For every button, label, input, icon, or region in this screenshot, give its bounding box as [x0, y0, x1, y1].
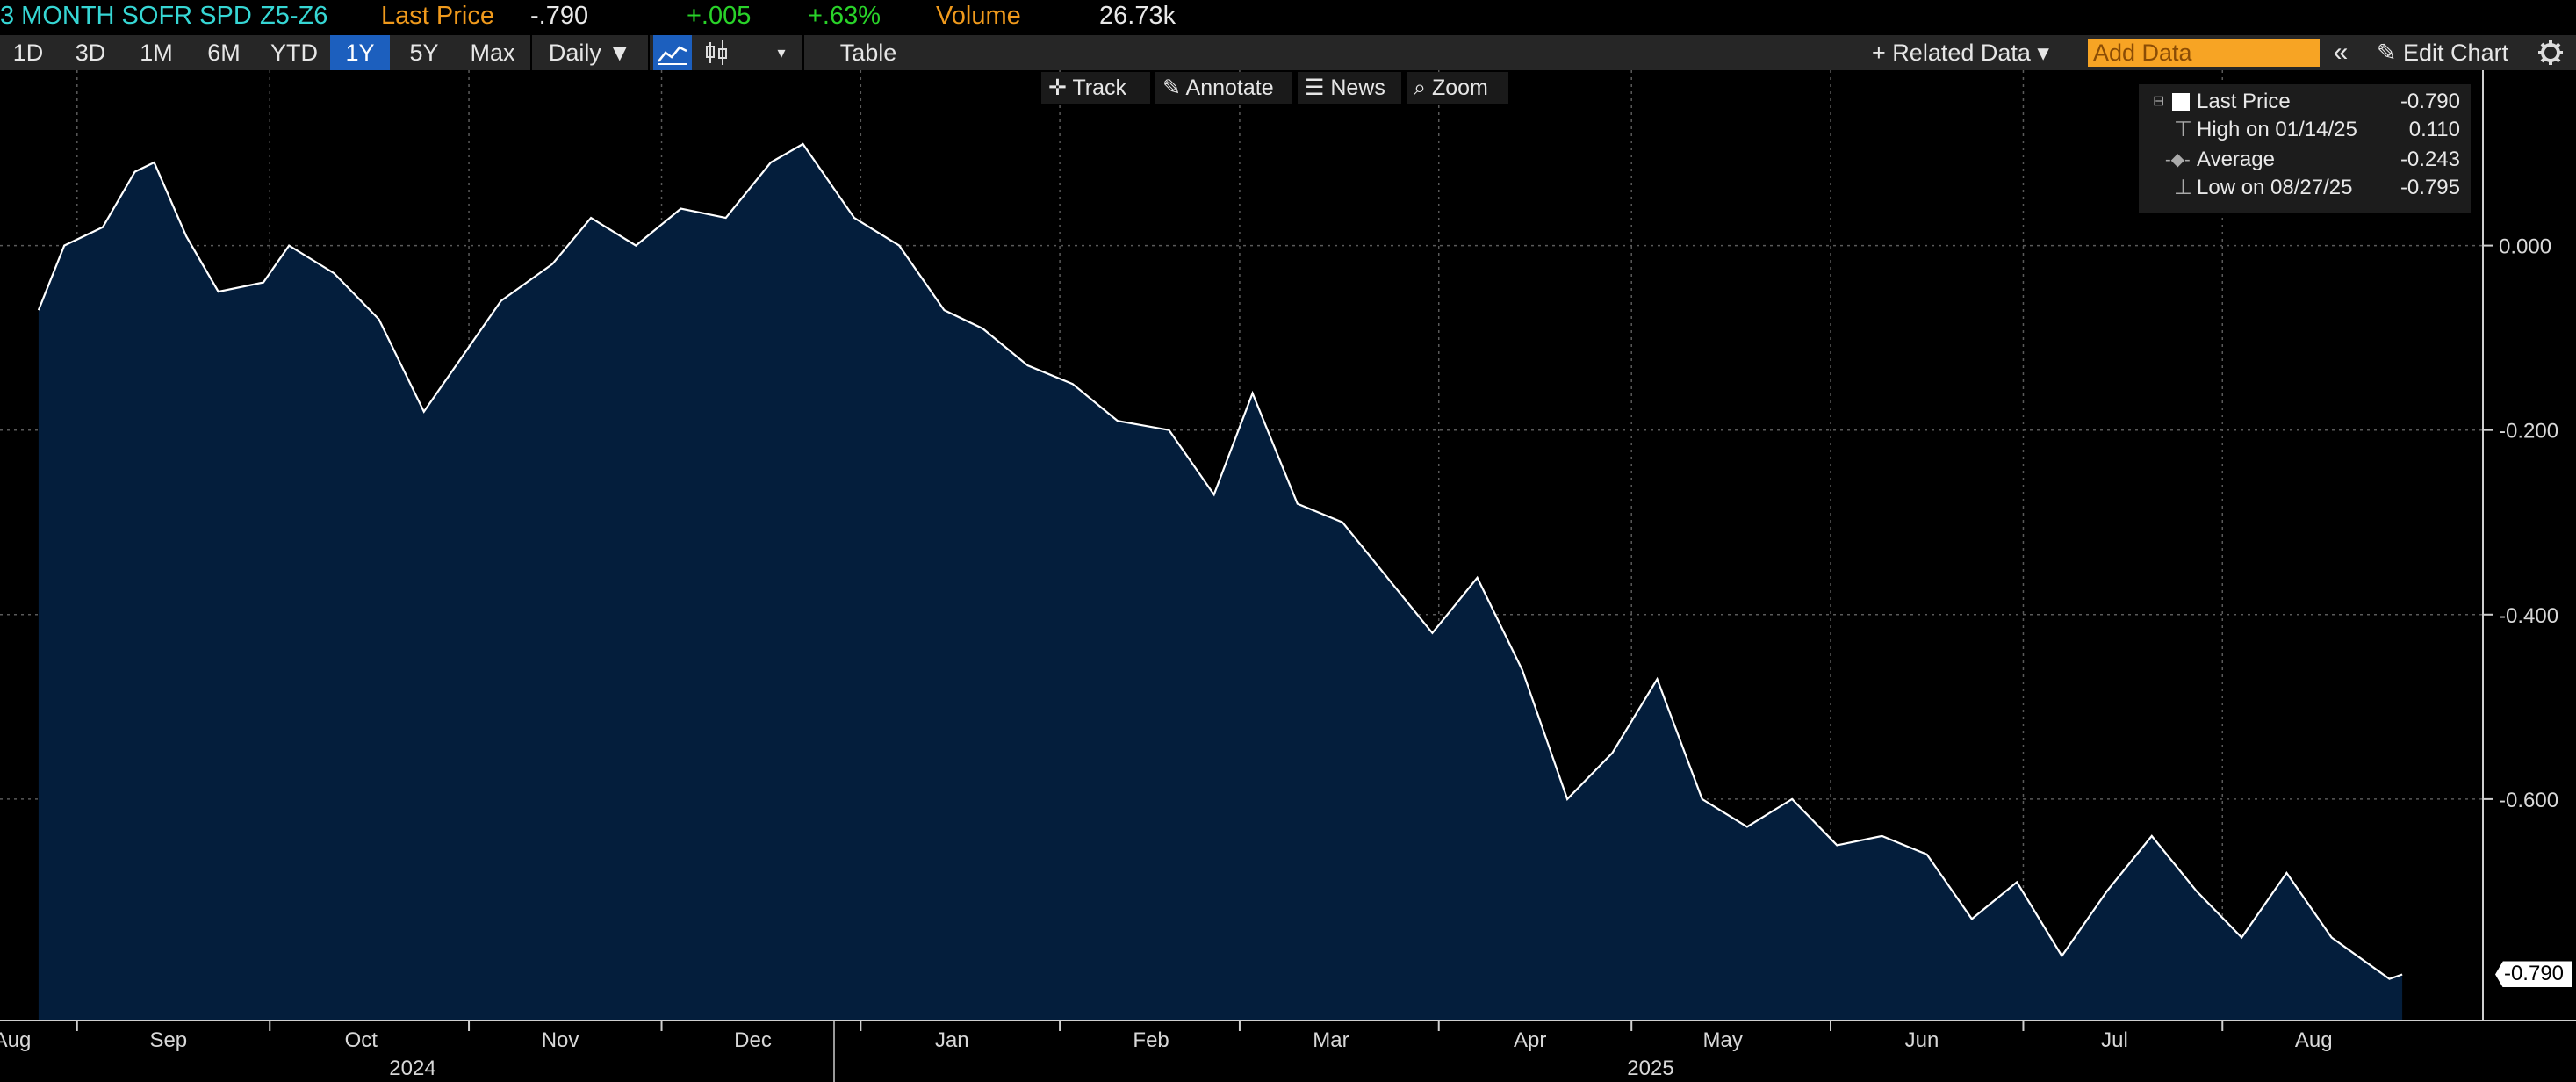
- legend-label: High on 01/14/25: [2197, 118, 2357, 141]
- gear-icon[interactable]: [2529, 35, 2572, 70]
- legend-collapse-icon[interactable]: ⊟: [2153, 94, 2165, 109]
- x-month-label: Aug: [2295, 1028, 2333, 1052]
- toolbar-divider: [802, 35, 804, 70]
- price-change-pct: +.63%: [808, 2, 881, 30]
- range-ytd-button[interactable]: YTD: [260, 35, 328, 70]
- line-chart-icon[interactable]: [653, 35, 692, 70]
- x-month-label: Jan: [935, 1028, 969, 1052]
- x-month-label: May: [1703, 1028, 1743, 1052]
- low-marker-icon: ⊥: [2174, 176, 2192, 199]
- legend-row-low: ⊥ Low on 08/27/25 -0.795: [2139, 174, 2471, 202]
- legend-row-last-price: ⊟ Last Price -0.790: [2139, 88, 2471, 116]
- range-max-button[interactable]: Max: [458, 35, 527, 70]
- legend-value: -0.790: [2400, 90, 2460, 113]
- x-month-label: Oct: [345, 1028, 378, 1052]
- range-1y-button[interactable]: 1Y: [330, 35, 390, 70]
- x-year-label: 2024: [389, 1057, 435, 1080]
- x-month-label: Jun: [1905, 1028, 1939, 1052]
- chart-type-dropdown-icon[interactable]: ▾: [764, 35, 799, 70]
- chart-legend[interactable]: ⊟ Last Price -0.790 ⊤ High on 01/14/25 0…: [2139, 84, 2471, 213]
- x-month-label: Feb: [1133, 1028, 1169, 1052]
- toolbar-divider: [530, 35, 532, 70]
- volume-label: Volume: [936, 2, 1021, 30]
- x-year-label: 2025: [1627, 1057, 1673, 1080]
- y-tick-label: -0.600: [2499, 789, 2558, 812]
- volume-value: 26.73k: [1099, 2, 1176, 30]
- legend-value: 0.110: [2408, 118, 2460, 141]
- security-header: 3 MONTH SOFR SPD Z5-Z6 Last Price -.790 …: [0, 0, 2576, 35]
- track-tool[interactable]: ✛ Track: [1041, 72, 1150, 104]
- legend-row-high: ⊤ High on 01/14/25 0.110: [2139, 116, 2471, 144]
- legend-label: Low on 08/27/25: [2197, 176, 2353, 199]
- news-label: News: [1330, 76, 1385, 100]
- legend-label: Last Price: [2197, 90, 2291, 113]
- last-price-swatch-icon: [2172, 93, 2190, 111]
- add-data-input[interactable]: [2088, 39, 2320, 67]
- price-line: [37, 142, 2403, 980]
- legend-row-average: -◆- Average -0.243: [2139, 146, 2471, 174]
- x-month-label: Sep: [149, 1028, 187, 1052]
- y-tick-label: -0.400: [2499, 604, 2558, 628]
- zoom-tool[interactable]: ⌕ Zoom: [1407, 72, 1508, 104]
- range-1d-button[interactable]: 1D: [0, 35, 56, 70]
- annotate-label: Annotate: [1185, 76, 1274, 100]
- legend-value: -0.243: [2400, 148, 2460, 171]
- contract-code: Z5-Z6: [260, 2, 328, 30]
- y-tick-label: -0.200: [2499, 420, 2558, 444]
- last-price-badge: -0.790: [2495, 961, 2572, 988]
- high-marker-icon: ⊤: [2174, 118, 2192, 141]
- related-data-button[interactable]: + Related Data ▾: [1844, 35, 2077, 70]
- x-month-label: Mar: [1313, 1028, 1349, 1052]
- security-name[interactable]: 3 MONTH SOFR SPD: [0, 2, 252, 30]
- price-change: +.005: [687, 2, 752, 30]
- pencil-icon: ✎: [1162, 76, 1186, 100]
- x-month-label: Aug: [0, 1028, 31, 1052]
- table-button[interactable]: Table: [808, 35, 929, 70]
- range-6m-button[interactable]: 6M: [193, 35, 255, 70]
- legend-value: -0.795: [2400, 176, 2460, 199]
- track-label: Track: [1072, 76, 1127, 100]
- frequency-dropdown[interactable]: Daily ▼: [536, 35, 644, 70]
- annotate-tool[interactable]: ✎ Annotate: [1155, 72, 1292, 104]
- range-1m-button[interactable]: 1M: [125, 35, 188, 70]
- last-price-label: Last Price: [381, 2, 494, 30]
- x-month-label: Apr: [1514, 1028, 1546, 1052]
- edit-chart-button[interactable]: ✎ Edit Chart: [2362, 35, 2523, 70]
- news-tool[interactable]: ☰ News: [1298, 72, 1401, 104]
- news-icon: ☰: [1305, 76, 1331, 100]
- y-tick-label: 0.000: [2499, 235, 2551, 259]
- last-price-value: -.790: [530, 2, 589, 30]
- toolbar-divider: [648, 35, 650, 70]
- x-month-label: Nov: [542, 1028, 579, 1052]
- y-axis-ticks: 0.000 -0.200 -0.400 -0.600: [2483, 235, 2558, 812]
- crosshair-icon: ✛: [1048, 76, 1073, 100]
- range-3d-button[interactable]: 3D: [61, 35, 119, 70]
- legend-label: Average: [2197, 148, 2275, 171]
- x-axis-ticks: Aug Sep Oct Nov Dec Jan Feb Mar Apr May Jun Jul Aug 2…: [0, 1021, 2333, 1080]
- price-chart[interactable]: 0.000 -0.200 -0.400 -0.600 Aug Sep Oct Nov Dec J…: [0, 70, 2576, 1082]
- range-5y-button[interactable]: 5Y: [395, 35, 453, 70]
- magnifier-icon: ⌕: [1414, 76, 1432, 100]
- price-area: [38, 144, 2403, 1021]
- candlestick-chart-icon[interactable]: [697, 35, 736, 70]
- collapse-icon[interactable]: «: [2325, 35, 2357, 70]
- zoom-label: Zoom: [1431, 76, 1488, 100]
- average-marker-icon: -◆-: [2165, 150, 2191, 170]
- x-month-label: Jul: [2101, 1028, 2128, 1052]
- x-month-label: Dec: [734, 1028, 772, 1052]
